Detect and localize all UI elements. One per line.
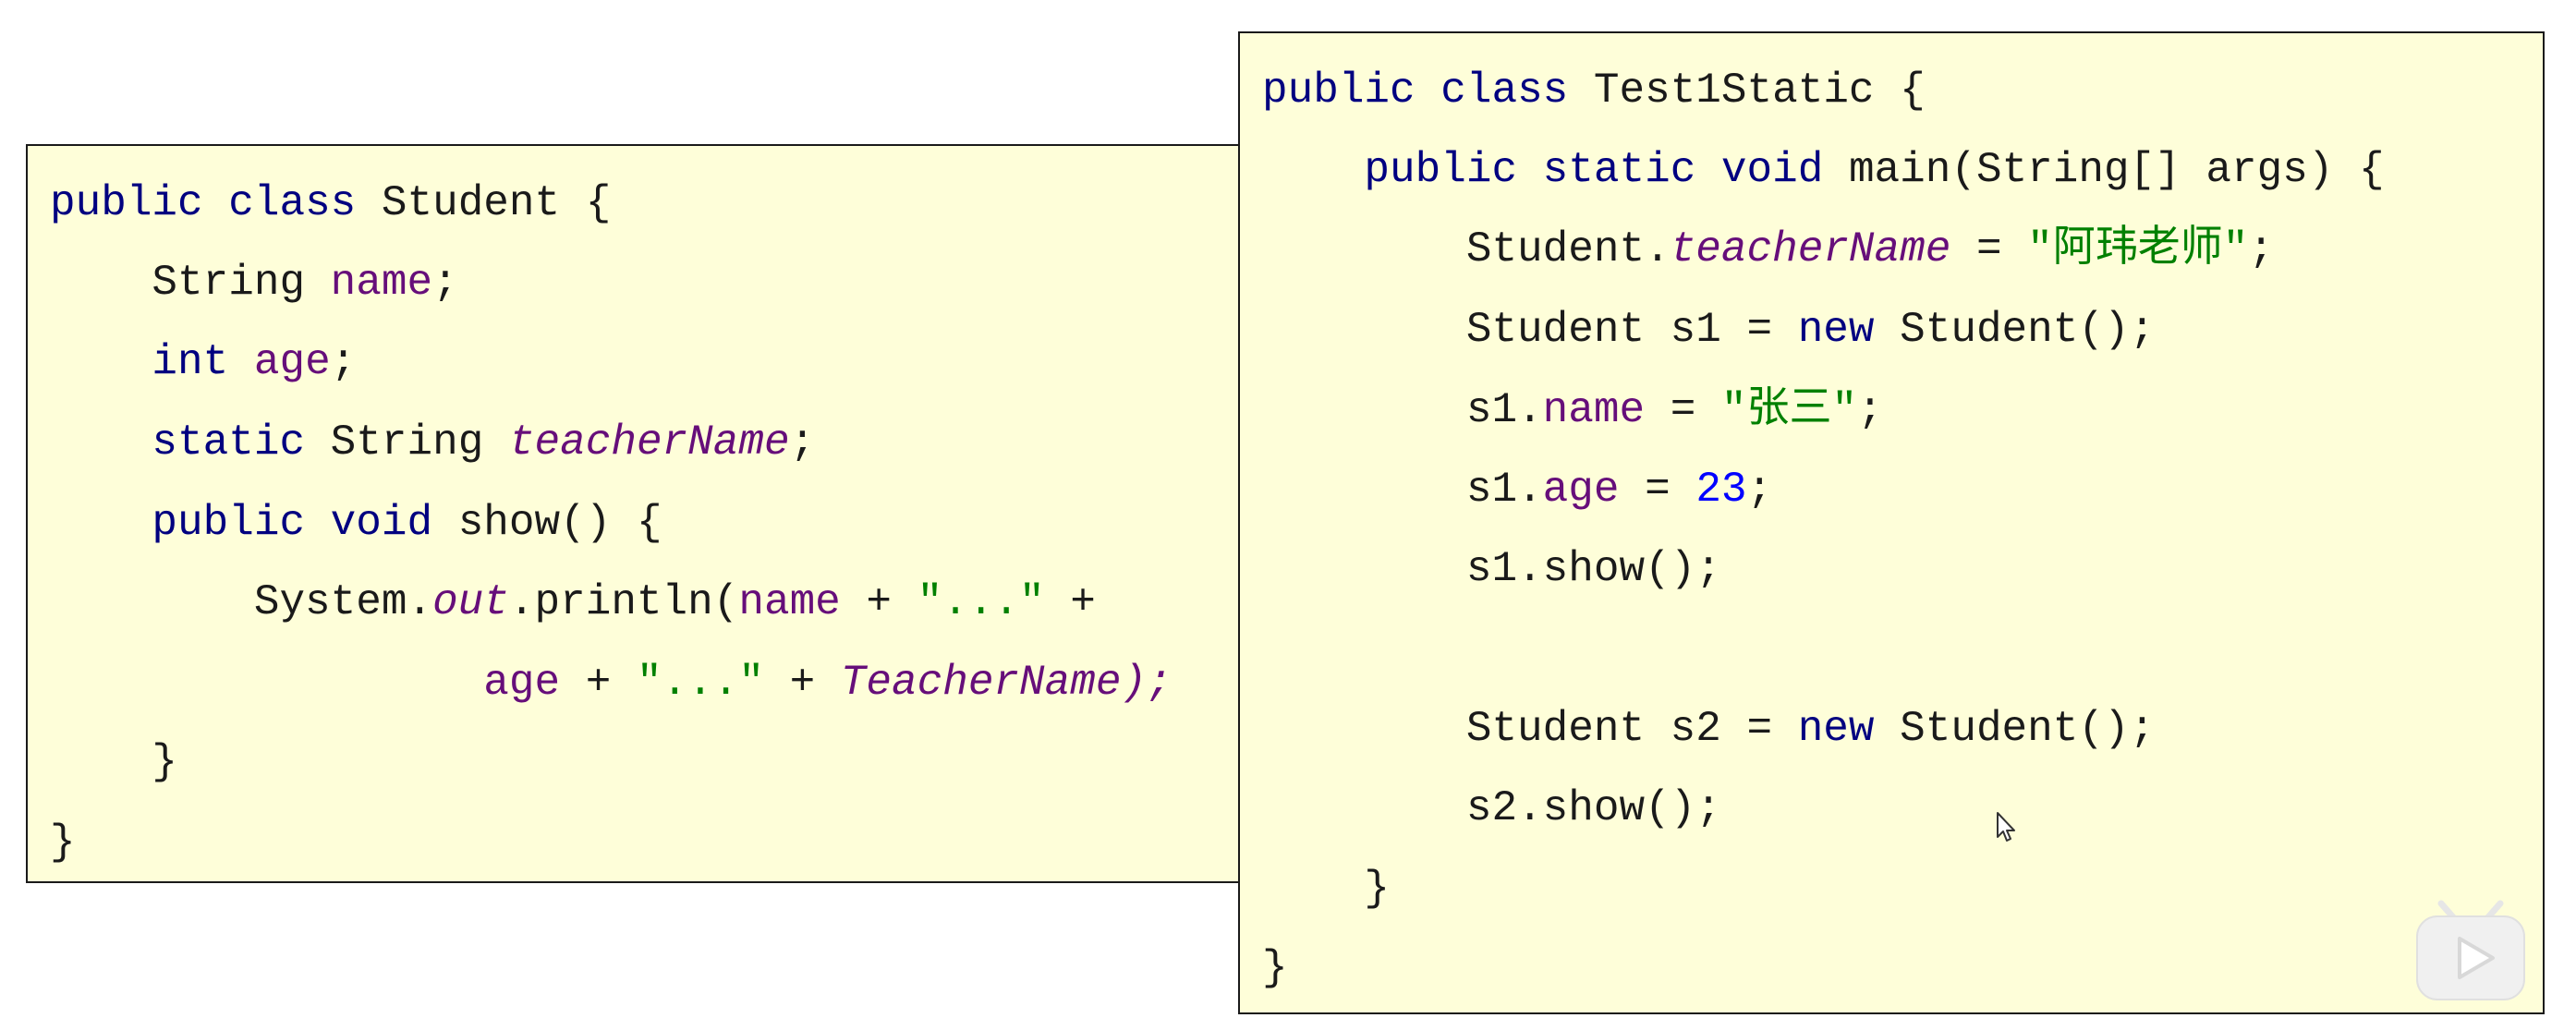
open-brace: {: [1900, 67, 1926, 115]
keyword-new: new: [1797, 705, 1875, 753]
code-line: Student s1 = new Student();: [1262, 304, 2155, 356]
string-literal: "张三": [1720, 386, 1858, 434]
field-name: name: [330, 259, 433, 307]
operator: +: [1044, 578, 1096, 626]
field-name: name: [738, 578, 841, 626]
string-literal: "阿玮老师": [2027, 225, 2249, 273]
static-field-name: TeacherName);: [840, 659, 1173, 707]
declaration: Student s1 =: [1465, 306, 1798, 354]
code-line: public class Student {: [50, 177, 611, 229]
keyword-public: public: [1364, 146, 1518, 194]
code-line: s1.show();: [1262, 543, 1721, 595]
code-line: public void show() {: [50, 497, 662, 549]
code-line: public static void main(String[] args) {: [1262, 144, 2385, 196]
type-name: String: [330, 418, 484, 467]
close-brace: }: [1364, 865, 1391, 913]
string-literal: "...": [636, 659, 764, 707]
object-ref: s1.: [1465, 466, 1543, 514]
keyword-new: new: [1797, 306, 1875, 354]
close-brace: }: [1262, 944, 1288, 992]
static-field-name: out: [432, 578, 509, 626]
keyword-class: class: [228, 179, 357, 227]
operator: =: [1645, 386, 1721, 434]
operator: +: [840, 578, 917, 626]
keyword-public: public: [50, 179, 203, 227]
mouse-pointer-icon: [1997, 812, 2015, 842]
code-line: }: [1262, 942, 1288, 994]
class-name: Test1Static: [1593, 67, 1875, 115]
constructor-call: Student();: [1874, 705, 2156, 753]
static-field-name: teacherName: [508, 418, 790, 467]
close-brace: }: [50, 818, 76, 867]
open-brace: {: [585, 179, 612, 227]
code-line: s1.name = "张三";: [1262, 384, 1883, 436]
declaration: Student s2 =: [1465, 705, 1798, 753]
semicolon: ;: [1857, 386, 1883, 434]
bilibili-play-icon[interactable]: [2413, 898, 2528, 1003]
static-field-name: teacherName: [1670, 225, 1951, 273]
test-class-code-panel: public class Test1Static { public static…: [1238, 31, 2545, 1014]
keyword-public: public: [152, 499, 306, 547]
semicolon: ;: [432, 259, 458, 307]
constructor-call: Student();: [1874, 306, 2156, 354]
method-call: s2.show();: [1465, 784, 1721, 832]
code-line: int age;: [50, 336, 356, 388]
field-name: age: [483, 659, 561, 707]
code-line: Student s2 = new Student();: [1262, 703, 2155, 755]
keyword-void: void: [1720, 146, 1824, 194]
type-name: int: [152, 338, 229, 386]
semicolon: ;: [1746, 466, 1773, 514]
keyword-static: static: [152, 418, 306, 467]
keyword-public: public: [1262, 67, 1416, 115]
semicolon: ;: [2248, 225, 2274, 273]
object-ref: s1.: [1465, 386, 1543, 434]
type-name: String: [152, 259, 306, 307]
student-class-code-panel: public class Student { String name; int …: [26, 144, 1319, 883]
class-name: Student: [381, 179, 561, 227]
code-line: Student.teacherName = "阿玮老师";: [1262, 224, 2274, 275]
field-name: name: [1542, 386, 1646, 434]
keyword-void: void: [330, 499, 433, 547]
semicolon: ;: [330, 338, 357, 386]
operator: +: [560, 659, 637, 707]
code-line: static String teacherName;: [50, 417, 815, 468]
operator: =: [1950, 225, 2028, 273]
method-call: s1.show();: [1465, 545, 1721, 593]
code-line: System.out.println(name + "..." +: [50, 576, 1096, 628]
class-ref: Student.: [1465, 225, 1671, 273]
semicolon: ;: [789, 418, 816, 467]
code-line: }: [1262, 863, 1390, 915]
field-name: age: [253, 338, 331, 386]
code-line: s1.age = 23;: [1262, 464, 1772, 515]
method-name: show(): [457, 499, 612, 547]
field-name: age: [1542, 466, 1620, 514]
keyword-static: static: [1542, 146, 1696, 194]
code-line: }: [50, 817, 76, 868]
keyword-class: class: [1440, 67, 1569, 115]
close-brace: }: [152, 738, 178, 786]
code-line: public class Test1Static {: [1262, 65, 1926, 116]
class-ref: System.: [253, 578, 433, 626]
code-line: age + "..." + TeacherName);: [50, 657, 1173, 709]
string-literal: "...": [917, 578, 1045, 626]
operator: +: [763, 659, 841, 707]
code-line: }: [50, 736, 177, 788]
operator: =: [1619, 466, 1696, 514]
open-brace: {: [636, 499, 662, 547]
code-line: String name;: [50, 257, 458, 309]
code-line: s2.show();: [1262, 782, 1721, 834]
method-signature: main(String[] args) {: [1848, 146, 2385, 194]
method-call: .println(: [508, 578, 739, 626]
number-literal: 23: [1695, 466, 1747, 514]
